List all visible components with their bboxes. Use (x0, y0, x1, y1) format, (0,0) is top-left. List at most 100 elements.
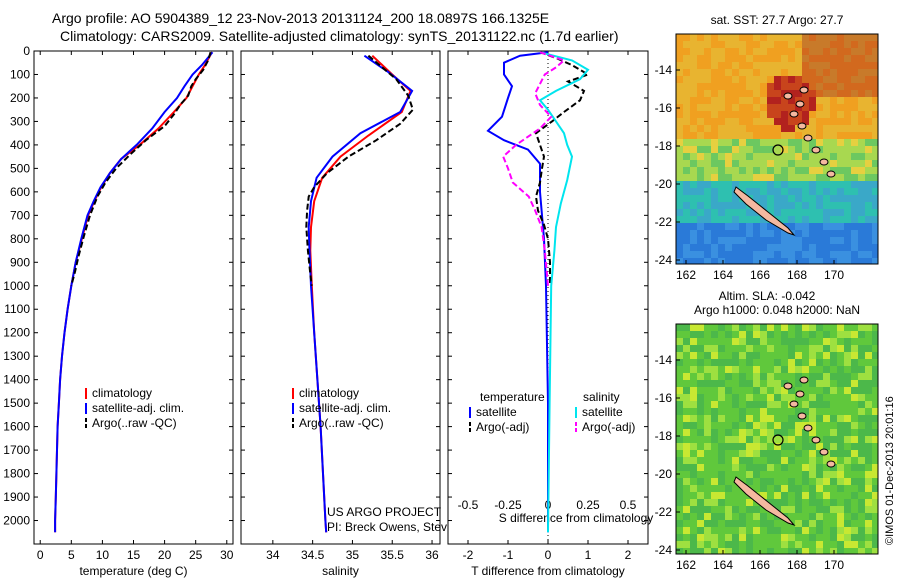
map-cell (802, 188, 809, 195)
map-cell (739, 366, 746, 373)
map-cell (795, 429, 802, 436)
map-cell (767, 69, 774, 76)
map-cell (704, 209, 711, 216)
map-cell (809, 429, 816, 436)
map-cell (746, 352, 753, 359)
map-cell (872, 118, 878, 125)
map-cell (844, 90, 851, 97)
map-cell (739, 223, 746, 230)
legend-title-salinity: salinity (583, 390, 620, 404)
map-cell (781, 443, 788, 450)
map-cell (872, 408, 878, 415)
map-cell (774, 34, 781, 41)
map-cell (746, 499, 753, 506)
map-cell (781, 230, 788, 237)
map-cell (851, 527, 858, 534)
map-cell (697, 139, 704, 146)
map-cell (872, 69, 878, 76)
map-cell (739, 422, 746, 429)
map-cell (830, 450, 837, 457)
map-cell (851, 62, 858, 69)
map-cell (753, 436, 760, 443)
map-cell (795, 202, 802, 209)
map-cell (732, 104, 739, 111)
map-cell (704, 90, 711, 97)
map-cell (816, 167, 823, 174)
map-cell (816, 492, 823, 499)
map-cell (718, 478, 725, 485)
map-cell (711, 513, 718, 520)
map-cell (823, 167, 830, 174)
map-cell (704, 401, 711, 408)
map-cell (676, 139, 683, 146)
map-cell (711, 111, 718, 118)
map-cell (781, 153, 788, 160)
map-cell (837, 338, 844, 345)
map-cell (851, 153, 858, 160)
map-cell (865, 408, 872, 415)
map-cell (697, 62, 704, 69)
map-cell (858, 352, 865, 359)
map-cell (858, 237, 865, 244)
map-cell (830, 443, 837, 450)
map-cell (683, 450, 690, 457)
map-cell (872, 345, 878, 352)
map-cell (732, 139, 739, 146)
map-cell (725, 415, 732, 422)
map-cell (788, 373, 795, 380)
map-cell (816, 345, 823, 352)
map-cell (732, 251, 739, 258)
map-cell (725, 258, 732, 264)
map-cell (802, 359, 809, 366)
map-cell (872, 387, 878, 394)
map-cell (732, 174, 739, 181)
map-cell (753, 83, 760, 90)
map-cell (865, 174, 872, 181)
map-cell (697, 216, 704, 223)
map-cell (760, 352, 767, 359)
map-cell (809, 359, 816, 366)
map-cell (739, 548, 746, 554)
map-x-tick-label: 168 (787, 268, 807, 282)
map-cell (788, 541, 795, 548)
map-cell (704, 97, 711, 104)
map-cell (704, 499, 711, 506)
map-cell (676, 34, 683, 41)
map-cell (739, 251, 746, 258)
map-cell (739, 34, 746, 41)
map-cell (774, 83, 781, 90)
vanuatu-island (826, 460, 836, 468)
map-cell (837, 160, 844, 167)
map-cell (795, 76, 802, 83)
map-cell (690, 471, 697, 478)
map-cell (858, 359, 865, 366)
map-cell (690, 125, 697, 132)
map-cell (746, 471, 753, 478)
map-cell (760, 464, 767, 471)
map-cell (690, 167, 697, 174)
map-cell (851, 394, 858, 401)
map-cell (767, 202, 774, 209)
map-cell (683, 195, 690, 202)
map-cell (816, 258, 823, 264)
map-cell (676, 541, 683, 548)
map-cell (676, 90, 683, 97)
map-cell (711, 244, 718, 251)
map-cell (858, 331, 865, 338)
map-cell (718, 324, 725, 331)
map-cell (795, 513, 802, 520)
map-cell (683, 153, 690, 160)
map-cell (683, 499, 690, 506)
map-cell (851, 160, 858, 167)
map-cell (851, 345, 858, 352)
map-cell (844, 506, 851, 513)
map-cell (690, 478, 697, 485)
map-cell (711, 139, 718, 146)
map-cell (690, 76, 697, 83)
map-cell (788, 457, 795, 464)
map-cell (830, 527, 837, 534)
map-cell (816, 104, 823, 111)
map-cell (802, 223, 809, 230)
map-cell (725, 436, 732, 443)
map-cell (851, 513, 858, 520)
